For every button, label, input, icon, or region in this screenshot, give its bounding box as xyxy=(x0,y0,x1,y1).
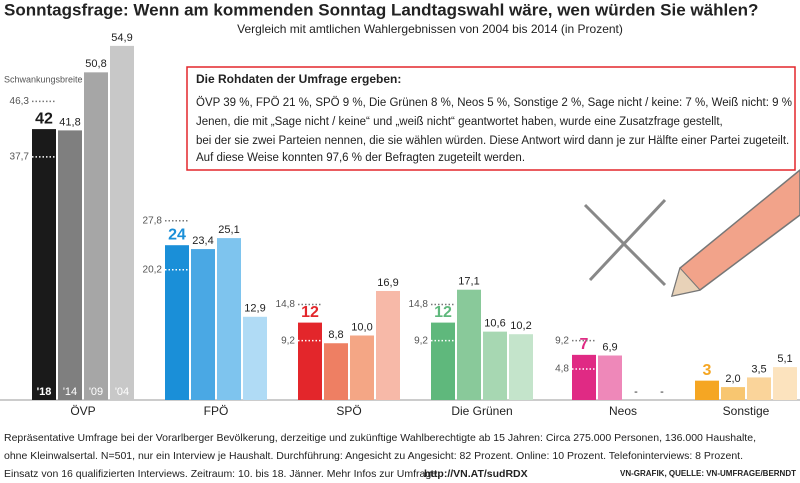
value-label: 24 xyxy=(168,226,186,243)
bar xyxy=(165,245,189,400)
value-label: 7 xyxy=(580,336,589,353)
bar xyxy=(572,354,596,400)
footnote: ohne Kleinwalsertal. N=501, nur ein Inte… xyxy=(4,450,743,462)
range-label: 9,2 xyxy=(281,335,295,346)
bar xyxy=(431,322,455,400)
bar xyxy=(773,367,797,400)
info-line: Jenen, die mit „Sage nicht / keine“ und … xyxy=(196,116,723,128)
x-tick-label: Sonstige xyxy=(723,404,770,418)
series-label: '09 xyxy=(89,386,103,398)
value-label: 6,9 xyxy=(602,341,617,353)
footnote: Einsatz von 16 qualifizierten Interviews… xyxy=(4,468,440,480)
value-label: 2,0 xyxy=(725,373,740,385)
bar xyxy=(58,130,82,400)
value-label: 16,9 xyxy=(377,277,398,289)
bar xyxy=(191,249,215,400)
bar xyxy=(32,129,56,400)
info-line: Auf diese Weise konnten 97,6 % der Befra… xyxy=(196,152,525,164)
value-label: 17,1 xyxy=(458,276,479,288)
range-label: 9,2 xyxy=(555,335,569,346)
chart-title: Sonntagsfrage: Wenn am kommenden Sonntag… xyxy=(4,0,758,19)
range-label: 20,2 xyxy=(143,264,163,275)
bar xyxy=(695,380,719,400)
bar xyxy=(110,45,134,401)
bar xyxy=(598,355,622,400)
range-label: 14,8 xyxy=(409,299,429,310)
bar xyxy=(747,377,771,400)
value-label: 3 xyxy=(703,362,712,379)
value-label: 10,2 xyxy=(510,320,531,332)
info-line: ÖVP 39 %, FPÖ 21 %, SPÖ 9 %, Die Grünen … xyxy=(196,97,792,109)
footnote: Repräsentative Umfrage bei der Vorarlber… xyxy=(4,432,756,444)
value-label: 3,5 xyxy=(751,363,766,375)
value-label: 23,4 xyxy=(192,235,213,247)
bar xyxy=(483,331,507,400)
value-label: 12,9 xyxy=(244,303,265,315)
x-tick-label: Die Grünen xyxy=(451,404,512,418)
value-label: 42 xyxy=(35,110,53,127)
range-label: 46,3 xyxy=(10,96,30,107)
x-tick-label: ÖVP xyxy=(70,404,95,418)
x-tick-label: Neos xyxy=(609,404,637,418)
bar xyxy=(324,343,348,400)
bar xyxy=(350,335,374,400)
range-label: 9,2 xyxy=(414,335,428,346)
range-label: 14,8 xyxy=(276,299,296,310)
x-tick-label: SPÖ xyxy=(336,404,361,418)
info-title: Die Rohdaten der Umfrage ergeben: xyxy=(196,72,401,86)
range-label: 4,8 xyxy=(555,364,569,375)
series-label: '14 xyxy=(63,386,77,398)
x-tick-label: FPÖ xyxy=(204,404,229,418)
info-box xyxy=(186,66,796,171)
value-label: 10,6 xyxy=(484,318,505,330)
bar xyxy=(84,72,108,400)
value-label: - xyxy=(634,386,638,398)
footnote-link[interactable]: http://VN.AT/sudRDX xyxy=(424,468,528,480)
value-label: 8,8 xyxy=(328,329,343,341)
value-label: 25,1 xyxy=(218,224,239,236)
value-label: 50,8 xyxy=(85,58,106,70)
value-label: 41,8 xyxy=(59,116,80,128)
value-label: 54,9 xyxy=(111,32,132,44)
bar xyxy=(509,334,533,400)
value-label: 10,0 xyxy=(351,321,372,333)
bar xyxy=(376,290,400,400)
range-title: Schwankungsbreite xyxy=(4,74,83,84)
value-label: - xyxy=(660,386,664,398)
series-label: '18 xyxy=(37,386,52,398)
series-label: '04 xyxy=(115,386,129,398)
bar xyxy=(457,289,481,400)
bar xyxy=(721,387,745,400)
value-label: 5,1 xyxy=(777,353,792,365)
chart-subtitle: Vergleich mit amtlichen Wahlergebnissen … xyxy=(237,22,623,36)
range-label: 27,8 xyxy=(143,215,163,226)
range-label: 37,7 xyxy=(10,151,30,162)
pencil xyxy=(583,169,800,297)
bar xyxy=(298,322,322,400)
source: VN-GRAFIK, QUELLE: VN-UMFRAGE/BERNDT xyxy=(620,469,796,478)
value-label: 12 xyxy=(434,304,452,321)
bar xyxy=(217,238,241,400)
info-line: bei der sie zwei Parteien nennen, die si… xyxy=(196,135,789,147)
bar xyxy=(243,316,267,400)
value-label: 12 xyxy=(301,304,319,321)
